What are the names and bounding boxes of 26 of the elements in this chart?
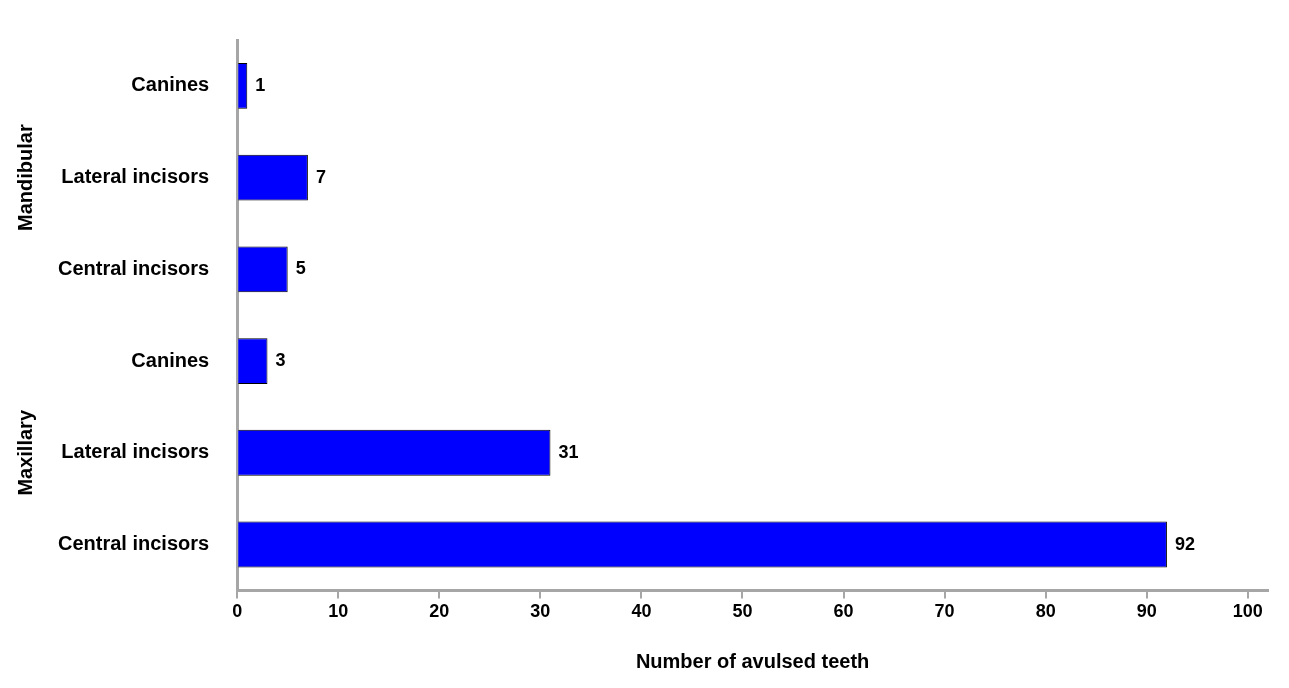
data-label: 7 <box>315 166 326 187</box>
y-tick-label: Canines <box>131 348 210 371</box>
x-tick-label: 100 <box>1232 601 1263 622</box>
text: Mandibular <box>13 124 36 231</box>
x-tick-label: 70 <box>934 601 955 622</box>
y-tick-label: Central incisors <box>57 256 210 279</box>
y-tick-label: Lateral incisors <box>61 440 210 463</box>
x-tick-label: 10 <box>328 601 349 622</box>
x-tick-label: 30 <box>530 601 551 622</box>
x-tick-label: 60 <box>833 601 854 622</box>
text: Maxillary <box>13 409 36 496</box>
y-tick-label: Central incisors <box>57 532 210 555</box>
data-label: 92 <box>1174 533 1195 554</box>
data-label: 5 <box>295 258 306 279</box>
data-label: 1 <box>255 74 266 95</box>
y-tick-label: Lateral incisors <box>61 165 210 188</box>
data-label: 3 <box>275 350 286 371</box>
x-tick-label: 90 <box>1136 601 1157 622</box>
y-tick-label: Canines <box>131 73 210 96</box>
x-tick-label: 50 <box>732 601 753 622</box>
x-axis-title: Number of avulsed teeth <box>635 649 870 672</box>
x-tick-label: 80 <box>1035 601 1056 622</box>
x-tick-label: 40 <box>631 601 652 622</box>
x-tick-label: 0 <box>232 601 243 622</box>
data-label: 31 <box>558 441 579 462</box>
x-tick-label: 20 <box>429 601 450 622</box>
